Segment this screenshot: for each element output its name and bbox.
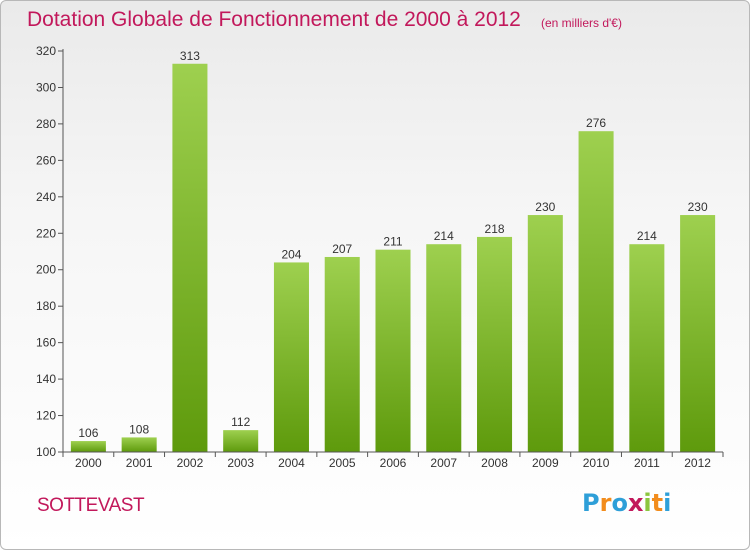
x-tick-label: 2006 (380, 456, 407, 470)
y-axis: 100 120 140 160 180 200 220 240 260 280 300 320 (36, 44, 64, 459)
x-axis: 2000 2001 2002 2003 2004 2005 2006 2007 2008 2009… (62, 451, 724, 470)
logo-letter: x (627, 489, 644, 517)
bar-value-label: 313 (180, 49, 200, 63)
bar-value-label: 211 (383, 235, 402, 249)
bar-value-label: 230 (688, 200, 708, 214)
bar-2011 (629, 244, 665, 452)
x-tick-label: 2002 (177, 456, 204, 470)
bar-2002 (172, 63, 208, 452)
y-tick-label: 100 (36, 445, 56, 459)
bar-value-label: 106 (78, 426, 98, 440)
bar-value-label: 207 (332, 242, 352, 256)
bar-value-label: 218 (485, 222, 505, 236)
bar-2004 (273, 262, 309, 452)
x-tick-label: 2003 (227, 456, 254, 470)
x-tick-label: 2000 (75, 456, 102, 470)
bar-value-label: 276 (586, 116, 606, 130)
y-tick-label: 280 (36, 117, 56, 131)
bar-value-label: 108 (129, 422, 149, 436)
bar-value-label: 214 (434, 229, 454, 243)
chart-title: Dotation Globale de Fonctionnement de 20… (27, 8, 521, 31)
bar-2008 (477, 236, 513, 452)
bar-2005 (324, 256, 360, 452)
y-tick-label: 140 (36, 372, 56, 386)
proxiti-logo: Proxiti (582, 489, 671, 517)
bar-2007 (426, 244, 462, 452)
bar-2009 (527, 215, 563, 452)
y-tick-label: 240 (36, 190, 56, 204)
bar-value-label: 230 (535, 200, 555, 214)
chart-unit: (en milliers d'€) (541, 16, 622, 30)
bar-value-label: 112 (231, 415, 250, 429)
logo-letter: t (651, 489, 664, 517)
x-tick-label: 2008 (481, 456, 508, 470)
y-tick-label: 180 (36, 299, 56, 313)
bar-2012 (680, 215, 716, 452)
bar-2003 (223, 430, 259, 452)
bar-value-label: 204 (281, 247, 301, 261)
logo-letter: i (643, 489, 652, 517)
y-tick-label: 300 (36, 80, 56, 94)
x-tick-label: 2005 (329, 456, 356, 470)
bar-2001 (121, 437, 157, 452)
y-tick-label: 120 (36, 409, 56, 423)
bar-value-label: 214 (637, 229, 657, 243)
x-tick-label: 2001 (126, 456, 153, 470)
logo-letter: r (599, 489, 612, 517)
bar-2010 (578, 131, 614, 452)
bars: 106 108 313 112 204 207 211 214 218 230 276 214 230 (70, 49, 716, 452)
bar-2006 (375, 249, 411, 452)
x-tick-label: 2011 (634, 456, 660, 470)
logo-letter: P (582, 489, 600, 517)
x-tick-label: 2010 (583, 456, 610, 470)
y-tick-label: 220 (36, 226, 56, 240)
y-tick-label: 200 (36, 263, 56, 277)
logo-letter: i (663, 489, 672, 517)
y-tick-label: 260 (36, 153, 56, 167)
x-tick-label: 2007 (430, 456, 457, 470)
logo-letter: o (611, 489, 628, 517)
x-tick-label: 2004 (278, 456, 305, 470)
y-tick-label: 320 (36, 44, 56, 58)
x-tick-label: 2012 (684, 456, 711, 470)
y-tick-label: 160 (36, 336, 56, 350)
commune-name: SOTTEVAST (37, 495, 145, 516)
bar-2000 (70, 441, 106, 452)
x-tick-label: 2009 (532, 456, 559, 470)
